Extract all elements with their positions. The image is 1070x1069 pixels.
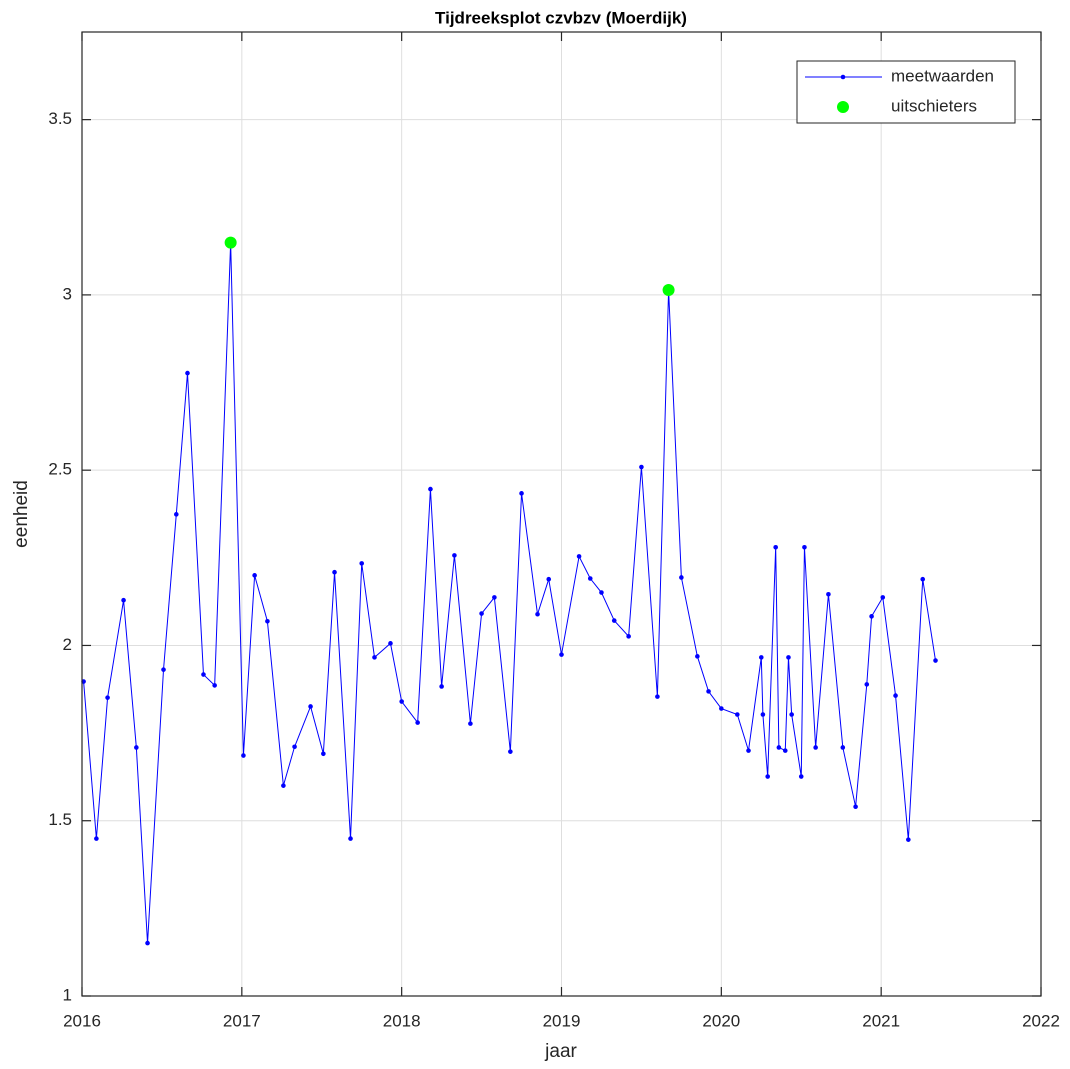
data-point bbox=[920, 576, 926, 582]
data-point bbox=[706, 689, 711, 694]
data-point bbox=[786, 655, 791, 660]
data-point bbox=[869, 614, 874, 619]
data-point bbox=[746, 748, 751, 753]
x-tick-label: 2019 bbox=[543, 1011, 581, 1030]
data-point bbox=[933, 658, 938, 663]
data-point bbox=[626, 634, 631, 639]
data-point bbox=[94, 836, 99, 841]
data-point bbox=[735, 712, 740, 717]
data-point bbox=[559, 652, 564, 657]
data-point bbox=[655, 694, 660, 699]
data-point bbox=[639, 464, 644, 470]
data-point bbox=[519, 491, 524, 496]
data-point bbox=[760, 712, 766, 717]
outlier-marker bbox=[224, 236, 237, 249]
data-point bbox=[853, 804, 858, 810]
data-point bbox=[893, 693, 898, 698]
data-point bbox=[906, 837, 911, 842]
series-line bbox=[83, 242, 937, 944]
x-tick-label: 2018 bbox=[383, 1011, 421, 1030]
data-point bbox=[388, 641, 393, 646]
data-point bbox=[587, 576, 593, 581]
data-point bbox=[452, 553, 457, 558]
y-tick-label: 1.5 bbox=[48, 810, 72, 829]
data-point bbox=[241, 753, 246, 758]
y-tick-label: 2.5 bbox=[48, 460, 72, 479]
data-point bbox=[105, 695, 110, 700]
plot-area bbox=[81, 236, 938, 946]
legend-label: meetwaarden bbox=[891, 66, 994, 85]
data-point bbox=[798, 774, 804, 779]
data-point bbox=[372, 655, 377, 660]
data-point bbox=[773, 545, 778, 550]
data-point bbox=[308, 704, 313, 709]
y-tick-label: 3 bbox=[63, 284, 72, 303]
data-point bbox=[695, 654, 700, 659]
legend-swatch bbox=[840, 74, 846, 80]
chart-title: Tijdreeksplot czvbzv (Moerdijk) bbox=[435, 8, 687, 27]
y-tick-label: 1 bbox=[63, 985, 72, 1004]
data-point bbox=[864, 682, 870, 687]
y-tick-label: 3.5 bbox=[48, 109, 72, 128]
data-point bbox=[789, 712, 794, 717]
data-point bbox=[813, 745, 818, 750]
data-point bbox=[161, 667, 166, 672]
data-point bbox=[508, 749, 513, 754]
data-point bbox=[212, 683, 217, 688]
data-point bbox=[599, 590, 604, 595]
x-tick-label: 2021 bbox=[862, 1011, 900, 1030]
data-point bbox=[758, 655, 764, 660]
x-tick-label: 2020 bbox=[702, 1011, 740, 1030]
data-point bbox=[265, 618, 270, 624]
legend-swatch bbox=[837, 101, 849, 113]
data-point bbox=[348, 836, 353, 841]
data-point bbox=[679, 575, 684, 580]
data-point bbox=[121, 597, 126, 603]
data-point bbox=[765, 774, 770, 779]
data-point bbox=[332, 569, 337, 575]
x-tick-label: 2022 bbox=[1022, 1011, 1060, 1030]
data-point bbox=[576, 554, 582, 559]
data-point bbox=[719, 706, 724, 711]
y-tick-label: 2 bbox=[63, 635, 72, 654]
x-axis-label: jaar bbox=[544, 1041, 577, 1062]
legend-box bbox=[796, 60, 1016, 124]
outlier-marker bbox=[662, 284, 675, 297]
data-point bbox=[479, 611, 484, 616]
data-point bbox=[546, 576, 552, 582]
data-point bbox=[492, 595, 497, 600]
data-point bbox=[399, 699, 404, 704]
data-point bbox=[145, 940, 150, 946]
data-point bbox=[185, 370, 190, 376]
data-point bbox=[611, 618, 617, 623]
data-point bbox=[428, 486, 433, 492]
data-point bbox=[826, 591, 831, 597]
data-point bbox=[201, 672, 206, 677]
x-tick-label: 2016 bbox=[63, 1011, 101, 1030]
data-point bbox=[439, 684, 444, 689]
y-axis-label: eenheid bbox=[11, 480, 32, 548]
legend-label: uitschieters bbox=[891, 96, 977, 115]
data-point bbox=[281, 783, 286, 788]
data-point bbox=[468, 721, 473, 726]
data-point bbox=[535, 611, 540, 617]
data-point bbox=[252, 573, 257, 578]
legend: meetwaarden uitschieters bbox=[796, 60, 1016, 124]
data-point bbox=[880, 595, 886, 600]
data-point bbox=[840, 745, 846, 750]
data-point bbox=[802, 545, 807, 550]
data-point bbox=[174, 512, 179, 517]
data-point bbox=[415, 720, 420, 725]
data-point bbox=[359, 561, 365, 566]
data-point bbox=[776, 745, 782, 750]
data-point bbox=[292, 744, 297, 750]
data-point bbox=[321, 751, 326, 757]
x-tick-label: 2017 bbox=[223, 1011, 261, 1030]
data-point bbox=[134, 745, 139, 750]
data-point bbox=[782, 748, 788, 753]
